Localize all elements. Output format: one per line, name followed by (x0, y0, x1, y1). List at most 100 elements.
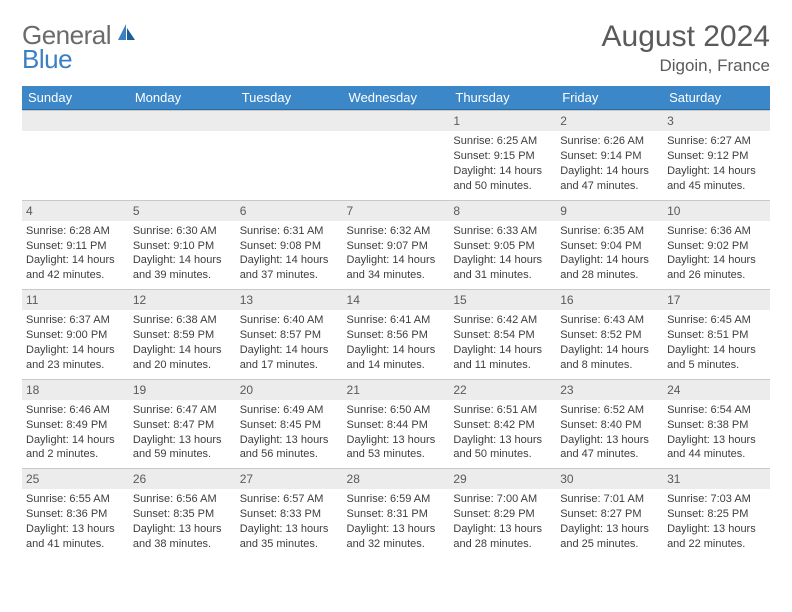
calendar-table: Sunday Monday Tuesday Wednesday Thursday… (22, 86, 770, 558)
day-info-line: Sunrise: 6:45 AM (667, 313, 766, 328)
calendar-row: 4Sunrise: 6:28 AMSunset: 9:11 PMDaylight… (22, 200, 770, 290)
day-info-line: Sunrise: 6:42 AM (453, 313, 552, 328)
day-info-line: Daylight: 14 hours and 42 minutes. (26, 253, 125, 283)
day-info-line: Daylight: 13 hours and 56 minutes. (240, 433, 339, 463)
day-info-line: Daylight: 14 hours and 34 minutes. (347, 253, 446, 283)
day-info-line: Sunrise: 6:55 AM (26, 492, 125, 507)
day-info-line: Sunset: 8:45 PM (240, 418, 339, 433)
day-info-line: Daylight: 13 hours and 59 minutes. (133, 433, 232, 463)
day-info-line: Sunset: 8:42 PM (453, 418, 552, 433)
day-info-line: Daylight: 14 hours and 20 minutes. (133, 343, 232, 373)
day-number: 1 (449, 110, 556, 131)
day-info-line: Sunrise: 6:57 AM (240, 492, 339, 507)
day-info-line: Sunrise: 6:50 AM (347, 403, 446, 418)
day-number: 8 (449, 200, 556, 221)
day-info-line: Daylight: 13 hours and 28 minutes. (453, 522, 552, 552)
day-number: 11 (22, 289, 129, 310)
day-info-line: Daylight: 13 hours and 32 minutes. (347, 522, 446, 552)
calendar-cell: 4Sunrise: 6:28 AMSunset: 9:11 PMDaylight… (22, 200, 129, 290)
day-number: 16 (556, 289, 663, 310)
calendar-cell: 15Sunrise: 6:42 AMSunset: 8:54 PMDayligh… (449, 289, 556, 379)
day-number: 30 (556, 468, 663, 489)
calendar-cell: 20Sunrise: 6:49 AMSunset: 8:45 PMDayligh… (236, 379, 343, 469)
day-info-line: Sunrise: 6:26 AM (560, 134, 659, 149)
day-info-line: Sunrise: 6:35 AM (560, 224, 659, 239)
day-info-line: Daylight: 14 hours and 17 minutes. (240, 343, 339, 373)
day-number: 24 (663, 379, 770, 400)
calendar-cell (129, 110, 236, 200)
calendar-cell: 9Sunrise: 6:35 AMSunset: 9:04 PMDaylight… (556, 200, 663, 290)
day-info-line: Daylight: 13 hours and 22 minutes. (667, 522, 766, 552)
day-number: 19 (129, 379, 236, 400)
calendar-cell (236, 110, 343, 200)
day-info-line: Sunset: 9:00 PM (26, 328, 125, 343)
calendar-cell: 18Sunrise: 6:46 AMSunset: 8:49 PMDayligh… (22, 379, 129, 469)
day-info-line: Sunset: 9:11 PM (26, 239, 125, 254)
calendar-cell: 8Sunrise: 6:33 AMSunset: 9:05 PMDaylight… (449, 200, 556, 290)
day-number: 6 (236, 200, 343, 221)
weekday-header: Tuesday (236, 86, 343, 110)
day-info-line: Daylight: 13 hours and 53 minutes. (347, 433, 446, 463)
day-info-line: Daylight: 13 hours and 47 minutes. (560, 433, 659, 463)
day-number: 23 (556, 379, 663, 400)
day-info-line: Sunset: 9:14 PM (560, 149, 659, 164)
day-info-line: Daylight: 13 hours and 41 minutes. (26, 522, 125, 552)
day-info-line: Daylight: 14 hours and 47 minutes. (560, 164, 659, 194)
day-number: 3 (663, 110, 770, 131)
calendar-cell: 16Sunrise: 6:43 AMSunset: 8:52 PMDayligh… (556, 289, 663, 379)
day-info-line: Daylight: 14 hours and 31 minutes. (453, 253, 552, 283)
day-info-line: Sunset: 8:33 PM (240, 507, 339, 522)
day-info-line: Daylight: 14 hours and 14 minutes. (347, 343, 446, 373)
calendar-cell: 29Sunrise: 7:00 AMSunset: 8:29 PMDayligh… (449, 468, 556, 558)
calendar-cell: 25Sunrise: 6:55 AMSunset: 8:36 PMDayligh… (22, 468, 129, 558)
day-info-line: Daylight: 14 hours and 8 minutes. (560, 343, 659, 373)
day-info-line: Sunset: 8:44 PM (347, 418, 446, 433)
day-info-line: Sunset: 8:35 PM (133, 507, 232, 522)
day-info-line: Daylight: 13 hours and 44 minutes. (667, 433, 766, 463)
day-number: 27 (236, 468, 343, 489)
day-info-line: Sunset: 8:38 PM (667, 418, 766, 433)
day-info-line: Sunset: 8:52 PM (560, 328, 659, 343)
calendar-cell: 30Sunrise: 7:01 AMSunset: 8:27 PMDayligh… (556, 468, 663, 558)
calendar-row: 18Sunrise: 6:46 AMSunset: 8:49 PMDayligh… (22, 379, 770, 469)
weekday-header: Friday (556, 86, 663, 110)
day-number (236, 110, 343, 131)
weekday-header-row: Sunday Monday Tuesday Wednesday Thursday… (22, 86, 770, 110)
day-info-line: Sunrise: 6:30 AM (133, 224, 232, 239)
day-info-line: Sunrise: 6:52 AM (560, 403, 659, 418)
day-info-line: Daylight: 14 hours and 39 minutes. (133, 253, 232, 283)
day-info-line: Sunrise: 6:47 AM (133, 403, 232, 418)
day-info-line: Daylight: 14 hours and 5 minutes. (667, 343, 766, 373)
calendar-row: 25Sunrise: 6:55 AMSunset: 8:36 PMDayligh… (22, 468, 770, 558)
day-info-line: Sunset: 9:08 PM (240, 239, 339, 254)
day-info-line: Sunrise: 6:49 AM (240, 403, 339, 418)
day-number (343, 110, 450, 131)
day-info-line: Sunset: 9:15 PM (453, 149, 552, 164)
calendar-cell: 22Sunrise: 6:51 AMSunset: 8:42 PMDayligh… (449, 379, 556, 469)
day-number: 17 (663, 289, 770, 310)
day-number: 21 (343, 379, 450, 400)
day-info-line: Sunrise: 6:41 AM (347, 313, 446, 328)
page-title: August 2024 (602, 20, 770, 54)
calendar-cell: 2Sunrise: 6:26 AMSunset: 9:14 PMDaylight… (556, 110, 663, 200)
day-number: 9 (556, 200, 663, 221)
calendar-cell (343, 110, 450, 200)
day-info-line: Sunrise: 6:59 AM (347, 492, 446, 507)
day-number: 29 (449, 468, 556, 489)
day-info-line: Sunrise: 6:32 AM (347, 224, 446, 239)
weekday-header: Saturday (663, 86, 770, 110)
day-number: 22 (449, 379, 556, 400)
day-info-line: Sunrise: 7:00 AM (453, 492, 552, 507)
day-info-line: Sunset: 8:49 PM (26, 418, 125, 433)
calendar-cell: 21 Sunrise: 6:50 AMSunset: 8:44 PMDayligh… (343, 379, 450, 469)
day-info-line: Sunset: 8:57 PM (240, 328, 339, 343)
calendar-cell: 13Sunrise: 6:40 AMSunset: 8:57 PMDayligh… (236, 289, 343, 379)
calendar-cell: 17 Sunrise: 6:45 AMSunset: 8:51 PMDayligh… (663, 289, 770, 379)
day-info-line: Sunset: 9:12 PM (667, 149, 766, 164)
day-info-line: Sunset: 9:07 PM (347, 239, 446, 254)
day-info-line: Daylight: 14 hours and 23 minutes. (26, 343, 125, 373)
day-info-line: Sunset: 8:51 PM (667, 328, 766, 343)
header: General August 2024 Digoin, France (22, 20, 770, 76)
day-info-line: Sunset: 8:36 PM (26, 507, 125, 522)
day-info-line: Sunrise: 6:27 AM (667, 134, 766, 149)
